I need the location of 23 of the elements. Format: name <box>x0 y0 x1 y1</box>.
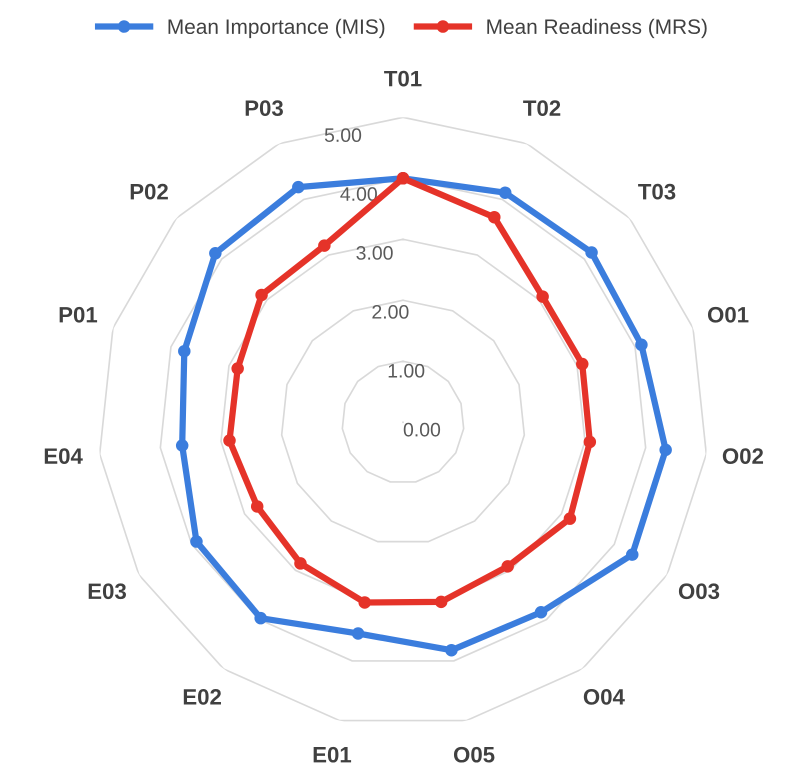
spoke-label: O05 <box>454 746 494 763</box>
spoke-label: P01 <box>60 306 98 323</box>
spoke-label: O03 <box>678 583 720 600</box>
legend-label: Mean Importance (MIS) <box>168 18 384 38</box>
y-tick-label: 2.00 <box>372 304 409 319</box>
spoke-label: E01 <box>314 746 352 763</box>
y-tick-label: 0.00 <box>404 422 440 437</box>
y-tick-label: 5.00 <box>324 128 362 142</box>
y-tick-label: 3.00 <box>356 246 393 260</box>
spoke-label: O04 <box>584 689 625 705</box>
spoke-label: O02 <box>722 448 764 464</box>
legend-label: Mean Readiness (MRS) <box>487 18 707 38</box>
spoke-label: T01 <box>384 70 422 86</box>
spoke-label: T02 <box>523 100 560 116</box>
spoke-label: P03 <box>246 100 283 116</box>
y-tick-label: 4.00 <box>340 187 377 201</box>
spoke-label: E03 <box>88 583 126 600</box>
spoke-label: E02 <box>184 689 221 705</box>
spoke-label: E04 <box>44 448 83 464</box>
y-tick-label: 1.00 <box>388 364 424 378</box>
spoke-label: O01 <box>708 306 748 323</box>
spoke-label: P02 <box>130 184 168 200</box>
spoke-label: T03 <box>638 184 676 200</box>
